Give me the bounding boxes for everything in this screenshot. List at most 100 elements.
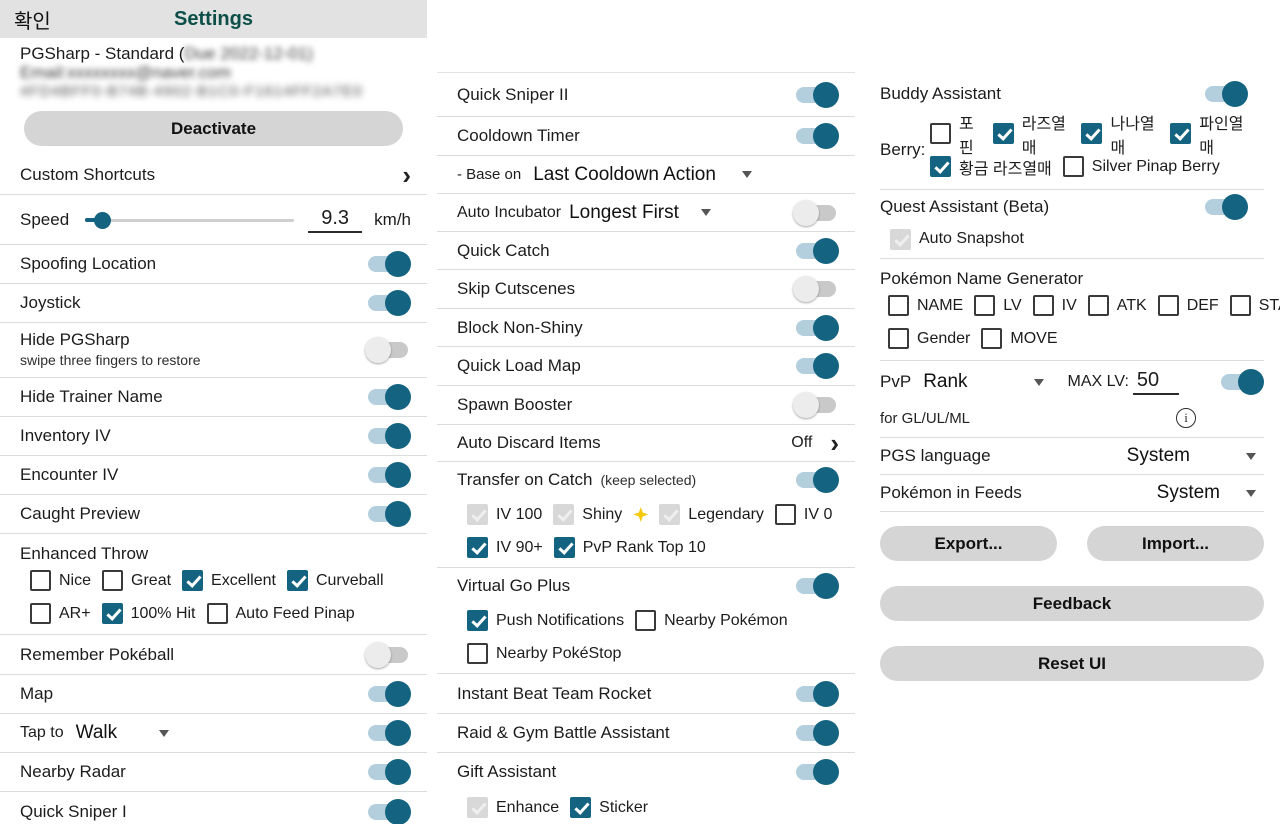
checkbox-pinap-berry[interactable]: 파인열매 (1170, 110, 1248, 158)
checkbox-shiny[interactable]: Shiny (553, 504, 649, 525)
gift-assistant-toggle[interactable] (793, 759, 839, 785)
quick-load-map-toggle[interactable] (793, 353, 839, 379)
inventory-iv-label: Inventory IV (20, 426, 111, 445)
joystick-label: Joystick (20, 293, 81, 312)
checkbox-nearby-pokemon[interactable]: Nearby Pokémon (635, 610, 788, 631)
block-transfer-on-catch: Transfer on Catch (keep selected) IV 100… (437, 462, 855, 568)
checkbox-enhance[interactable]: Enhance (467, 797, 559, 818)
checkbox-pvp-rank-top-10[interactable]: PvP Rank Top 10 (553, 537, 706, 558)
hide-trainer-name-toggle[interactable] (365, 384, 411, 410)
virtual-go-plus-toggle[interactable] (793, 573, 839, 599)
spoofing-location-toggle[interactable] (365, 251, 411, 277)
checkbox-lv[interactable]: LV (974, 295, 1022, 316)
checkbox-box (286, 570, 308, 591)
transfer-on-catch-toggle[interactable] (793, 467, 839, 493)
pokemon-in-feeds-dropdown[interactable]: System (1157, 482, 1256, 504)
cooldown-timer-toggle[interactable] (793, 123, 839, 149)
checkbox-nearby-pokestop[interactable]: Nearby PokéStop (467, 643, 621, 664)
deactivate-button[interactable]: Deactivate (24, 111, 403, 146)
dropdown-caret-icon (1246, 489, 1256, 497)
confirm-back-button[interactable]: 확인 (14, 10, 51, 33)
base-on-dropdown[interactable]: Last Cooldown Action (533, 164, 752, 186)
checkbox-auto-feed-pinap[interactable]: Auto Feed Pinap (206, 603, 355, 624)
pvp-toggle[interactable] (1218, 369, 1264, 395)
checkbox-curveball[interactable]: Curveball (286, 570, 384, 591)
checkbox-name[interactable]: NAME (888, 295, 963, 316)
checkbox-razz-berry[interactable]: 라즈열매 (992, 110, 1071, 158)
checkbox-label: Great (131, 571, 172, 589)
remember-pokeball-toggle[interactable] (365, 641, 411, 668)
skip-cutscenes-toggle[interactable] (793, 276, 839, 302)
checkbox-gender[interactable]: Gender (888, 328, 970, 349)
row-auto-discard-items[interactable]: Auto Discard Items Off (437, 425, 855, 462)
checkbox-label: Nearby PokéStop (496, 644, 622, 662)
spawn-booster-toggle[interactable] (793, 392, 839, 418)
raid-gym-battle-assistant-toggle[interactable] (793, 720, 839, 746)
checkbox-label: Sticker (599, 798, 649, 816)
quick-sniper-1-toggle[interactable] (365, 798, 411, 824)
auto-incubator-toggle[interactable] (793, 199, 839, 226)
pgs-language-value: System (1126, 445, 1190, 466)
checkbox-iv-0[interactable]: IV 0 (774, 504, 832, 525)
map-toggle[interactable] (365, 681, 411, 707)
checkbox-iv-90plus[interactable]: IV 90+ (467, 537, 543, 558)
checkbox-atk[interactable]: ATK (1087, 295, 1147, 316)
nearby-radar-toggle[interactable] (365, 759, 411, 785)
checkbox-sticker[interactable]: Sticker (570, 797, 648, 818)
quest-assistant-toggle[interactable] (1202, 194, 1248, 220)
row-hide-pgsharp: Hide PGSharp swipe three fingers to rest… (0, 323, 427, 378)
checkbox-move[interactable]: MOVE (981, 328, 1058, 349)
checkbox-label: 100% Hit (130, 604, 196, 622)
pgs-language-dropdown[interactable]: System (1127, 445, 1256, 467)
quick-sniper-2-toggle[interactable] (793, 81, 839, 108)
checkbox-iv[interactable]: IV (1032, 295, 1077, 316)
checkbox-100-hit[interactable]: 100% Hit (101, 603, 196, 624)
row-base-on: - Base on Last Cooldown Action (437, 156, 855, 194)
settings-column-right: Buddy Assistant Berry: 포핀 라즈열매 나나열매 파인열매… (880, 75, 1280, 681)
checkbox-silver-pinap-berry[interactable]: Silver Pinap Berry (1062, 156, 1220, 177)
checkbox-legendary[interactable]: Legendary (659, 504, 764, 525)
inventory-iv-toggle[interactable] (365, 423, 411, 449)
info-icon[interactable] (1176, 408, 1196, 428)
checkbox-auto-snapshot[interactable]: Auto Snapshot (890, 228, 1024, 250)
checkbox-box (1062, 156, 1084, 177)
skip-cutscenes-label: Skip Cutscenes (457, 279, 576, 298)
block-non-shiny-label: Block Non-Shiny (457, 317, 583, 337)
caught-preview-toggle[interactable] (365, 501, 411, 527)
export-button[interactable]: Export... (880, 526, 1057, 561)
max-lv-input[interactable]: 50 (1132, 369, 1179, 395)
checkbox-def[interactable]: DEF (1157, 295, 1219, 316)
feedback-button[interactable]: Feedback (880, 586, 1264, 621)
row-custom-shortcuts[interactable]: Custom Shortcuts (0, 155, 427, 195)
row-map: Map (0, 675, 427, 714)
speed-value-input[interactable]: 9.3 (308, 207, 363, 233)
quick-catch-toggle[interactable] (793, 237, 839, 264)
checkbox-golden-razz-berry[interactable]: 황금 라즈열매 (930, 155, 1052, 179)
import-button[interactable]: Import... (1087, 526, 1264, 561)
instant-beat-team-rocket-toggle[interactable] (793, 680, 839, 707)
tap-to-dropdown[interactable]: Walk (76, 722, 170, 744)
quest-assistant-label: Quest Assistant (Beta) (880, 197, 1050, 216)
checkbox-iv-100[interactable]: IV 100 (467, 504, 542, 525)
checkbox-great[interactable]: Great (102, 570, 171, 591)
joystick-toggle[interactable] (365, 290, 411, 316)
reset-ui-button[interactable]: Reset UI (880, 646, 1264, 681)
checkbox-nanab-berry[interactable]: 나나열매 (1081, 110, 1159, 158)
hide-pgsharp-toggle[interactable] (365, 337, 411, 363)
checkbox-popin[interactable]: 포핀 (930, 110, 982, 158)
tap-to-toggle[interactable] (365, 720, 411, 746)
checkbox-ar-plus[interactable]: AR+ (30, 603, 91, 624)
pvp-mode-dropdown[interactable]: Rank (923, 371, 1044, 393)
checkbox-sta[interactable]: STA (1229, 295, 1280, 316)
checkbox-box (1229, 295, 1251, 316)
auto-incubator-dropdown[interactable]: Longest First (569, 202, 711, 224)
buddy-assistant-toggle[interactable] (1202, 81, 1248, 107)
encounter-iv-toggle[interactable] (365, 462, 411, 488)
checkbox-box (930, 123, 951, 144)
checkbox-excellent[interactable]: Excellent (182, 570, 276, 591)
speed-slider[interactable] (85, 210, 295, 230)
block-non-shiny-toggle[interactable] (793, 314, 839, 341)
checkbox-nice[interactable]: Nice (30, 570, 91, 591)
slider-thumb-icon[interactable] (93, 211, 111, 229)
checkbox-push-notifications[interactable]: Push Notifications (467, 610, 624, 631)
